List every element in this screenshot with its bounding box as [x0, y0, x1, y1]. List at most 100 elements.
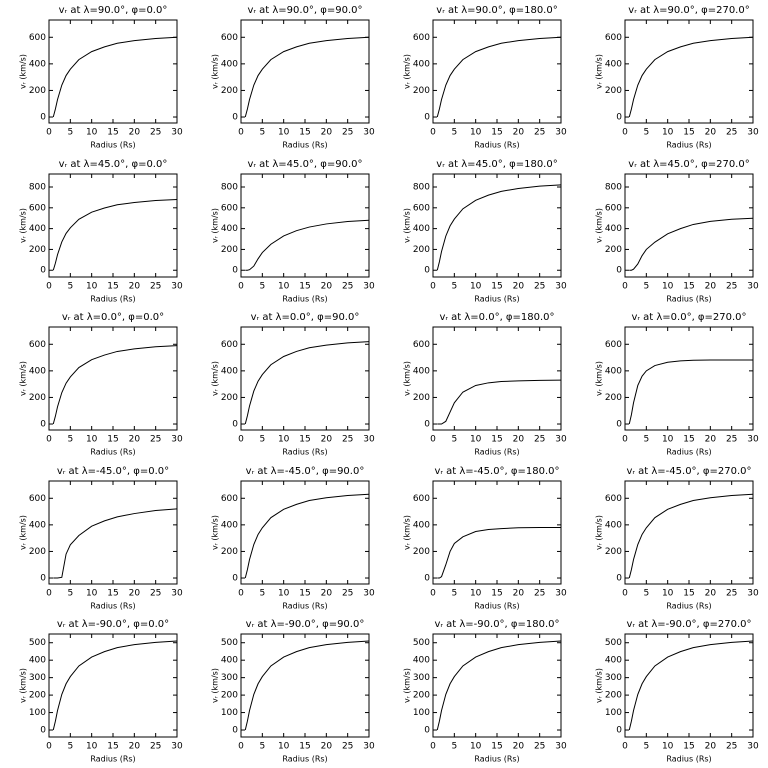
- x-tick-label: 30: [555, 282, 567, 292]
- x-tick-label: 20: [129, 589, 141, 599]
- x-tick-label: 5: [259, 128, 265, 138]
- x-tick-label: 15: [299, 589, 310, 599]
- y-axis-label: vᵣ (km/s): [595, 208, 604, 243]
- x-tick-label: 20: [321, 282, 333, 292]
- data-line: [53, 508, 178, 579]
- x-tick-label: 25: [726, 742, 737, 752]
- x-tick-label: 15: [299, 128, 310, 138]
- x-tick-label: 5: [259, 589, 265, 599]
- x-tick-label: 5: [643, 282, 649, 292]
- x-tick-label: 25: [150, 435, 161, 445]
- data-line: [436, 184, 562, 271]
- x-tick-label: 15: [491, 742, 502, 752]
- data-line: [628, 359, 753, 425]
- x-tick-label: 15: [491, 128, 502, 138]
- x-tick-label: 5: [451, 589, 457, 599]
- y-tick-label: 0: [424, 113, 430, 123]
- x-tick-label: 25: [342, 128, 353, 138]
- plot-frame: [48, 173, 178, 278]
- chart-title: vᵣ at λ=-90.0°, φ=0.0°: [57, 619, 169, 630]
- y-tick-label: 400: [29, 656, 46, 666]
- y-tick-label: 200: [221, 86, 238, 96]
- x-axis-label: Radius (Rs): [282, 602, 327, 611]
- x-tick-label: 5: [451, 282, 457, 292]
- x-tick-label: 25: [150, 128, 161, 138]
- x-tick-label: 0: [46, 589, 52, 599]
- x-tick-label: 25: [534, 435, 545, 445]
- x-tick-label: 10: [662, 742, 674, 752]
- y-tick-label: 200: [413, 245, 430, 255]
- data-line: [52, 36, 178, 118]
- chart-title: vᵣ at λ=0.0°, φ=180.0°: [439, 312, 554, 323]
- y-tick-label: 300: [29, 673, 46, 683]
- y-tick-label: 400: [29, 224, 46, 234]
- y-tick-label: 100: [29, 708, 46, 718]
- chart-title: vᵣ at λ=0.0°, φ=0.0°: [62, 312, 164, 323]
- y-axis-label: vᵣ (km/s): [403, 208, 412, 243]
- y-tick-label: 200: [221, 393, 238, 403]
- x-tick-label: 25: [150, 282, 161, 292]
- chart-title: vᵣ at λ=-90.0°, φ=90.0°: [246, 619, 365, 630]
- x-tick-label: 15: [107, 435, 118, 445]
- y-tick-label: 200: [221, 547, 238, 557]
- y-axis-label: vᵣ (km/s): [19, 54, 28, 89]
- data-line: [437, 379, 562, 425]
- x-tick-label: 0: [622, 282, 628, 292]
- x-tick-label: 20: [129, 282, 141, 292]
- y-axis-label: vᵣ (km/s): [19, 515, 28, 550]
- x-tick-label: 10: [662, 589, 674, 599]
- y-tick-label: 0: [40, 726, 46, 736]
- x-tick-label: 30: [363, 742, 375, 752]
- y-tick-label: 800: [221, 183, 238, 193]
- x-tick-label: 30: [363, 589, 375, 599]
- x-tick-label: 30: [171, 282, 183, 292]
- x-tick-label: 5: [643, 742, 649, 752]
- x-tick-label: 0: [430, 435, 436, 445]
- x-tick-label: 10: [470, 282, 482, 292]
- y-tick-label: 500: [413, 638, 430, 648]
- x-tick-label: 30: [171, 589, 183, 599]
- y-axis-label: vᵣ (km/s): [211, 515, 220, 550]
- chart-title: vᵣ at λ=-45.0°, φ=180.0°: [434, 466, 559, 477]
- x-axis-label: Radius (Rs): [474, 141, 519, 150]
- y-tick-label: 400: [413, 520, 430, 530]
- x-tick-label: 15: [299, 282, 310, 292]
- x-tick-label: 0: [430, 742, 436, 752]
- x-tick-label: 20: [129, 128, 141, 138]
- x-tick-label: 25: [534, 128, 545, 138]
- x-tick-label: 25: [150, 589, 161, 599]
- x-tick-label: 15: [491, 435, 502, 445]
- plot-frame: [240, 480, 370, 585]
- x-tick-label: 25: [726, 589, 737, 599]
- y-tick-label: 400: [221, 224, 238, 234]
- x-axis-label: Radius (Rs): [282, 141, 327, 150]
- y-axis-label: vᵣ (km/s): [403, 668, 412, 703]
- x-tick-label: 5: [451, 128, 457, 138]
- data-line: [244, 493, 370, 579]
- y-tick-label: 0: [232, 420, 238, 430]
- y-tick-label: 600: [413, 33, 430, 43]
- y-tick-label: 400: [605, 59, 622, 69]
- x-tick-label: 10: [278, 282, 290, 292]
- x-tick-label: 10: [470, 742, 482, 752]
- x-tick-label: 5: [67, 128, 73, 138]
- x-tick-label: 5: [67, 589, 73, 599]
- x-axis-label: Radius (Rs): [90, 755, 135, 764]
- chart-title: vᵣ at λ=45.0°, φ=180.0°: [436, 159, 557, 170]
- y-tick-label: 200: [221, 691, 238, 701]
- chart-title: vᵣ at λ=-45.0°, φ=90.0°: [246, 466, 365, 477]
- y-tick-label: 200: [413, 691, 430, 701]
- y-axis-label: vᵣ (km/s): [211, 54, 220, 89]
- data-line: [52, 345, 178, 425]
- y-tick-label: 400: [605, 366, 622, 376]
- data-line: [436, 36, 562, 118]
- chart-title: vᵣ at λ=0.0°, φ=90.0°: [251, 312, 360, 323]
- chart-title: vᵣ at λ=-45.0°, φ=270.0°: [626, 466, 751, 477]
- x-tick-label: 10: [86, 282, 98, 292]
- x-tick-label: 20: [129, 435, 141, 445]
- x-axis-label: Radius (Rs): [282, 295, 327, 304]
- x-tick-label: 10: [86, 128, 98, 138]
- x-tick-label: 0: [430, 282, 436, 292]
- x-tick-label: 15: [107, 128, 118, 138]
- x-tick-label: 30: [747, 128, 759, 138]
